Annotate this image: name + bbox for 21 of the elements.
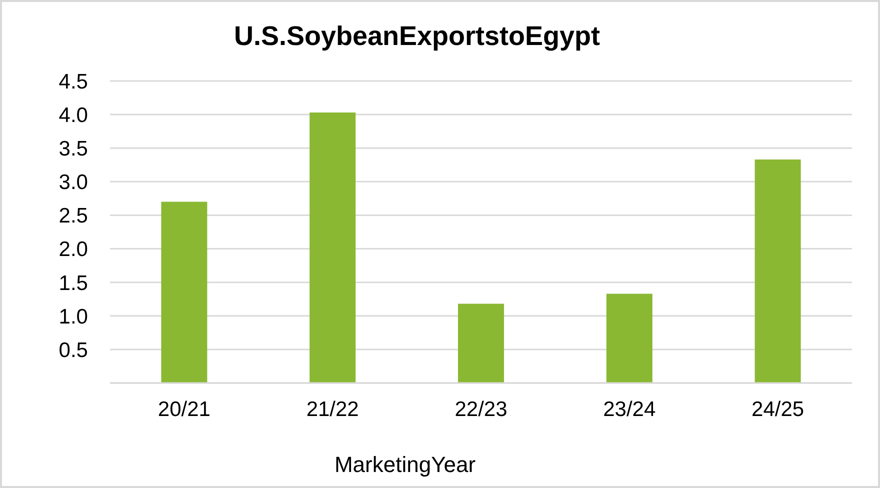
bar	[754, 160, 801, 383]
y-tick-label: 0.5	[58, 338, 88, 362]
y-tick-label: 4.0	[58, 104, 88, 128]
bar	[606, 294, 652, 383]
y-tick-label: 3.0	[58, 171, 88, 194]
bar	[310, 112, 356, 383]
y-tick-label: 1.5	[58, 272, 88, 295]
y-tick-label: 2.5	[58, 204, 88, 228]
y-tick-label: 3.5	[58, 138, 88, 161]
y-tick-label: 1.0	[58, 305, 88, 328]
bar	[458, 304, 504, 383]
x-tick-label: 21/22	[306, 398, 359, 421]
x-tick-label: 24/25	[752, 398, 804, 421]
chart-title: U.S.SoybeanExportstoEgypt	[232, 20, 602, 52]
x-axis-title: MarketingYear	[333, 452, 477, 478]
y-tick-label: 4.5	[58, 70, 88, 94]
x-tick-label: 20/21	[158, 398, 210, 421]
x-tick-label: 22/23	[454, 398, 508, 421]
y-tick-label: 2.0	[58, 238, 88, 262]
bar	[161, 202, 208, 383]
x-tick-label: 23/24	[603, 398, 656, 421]
